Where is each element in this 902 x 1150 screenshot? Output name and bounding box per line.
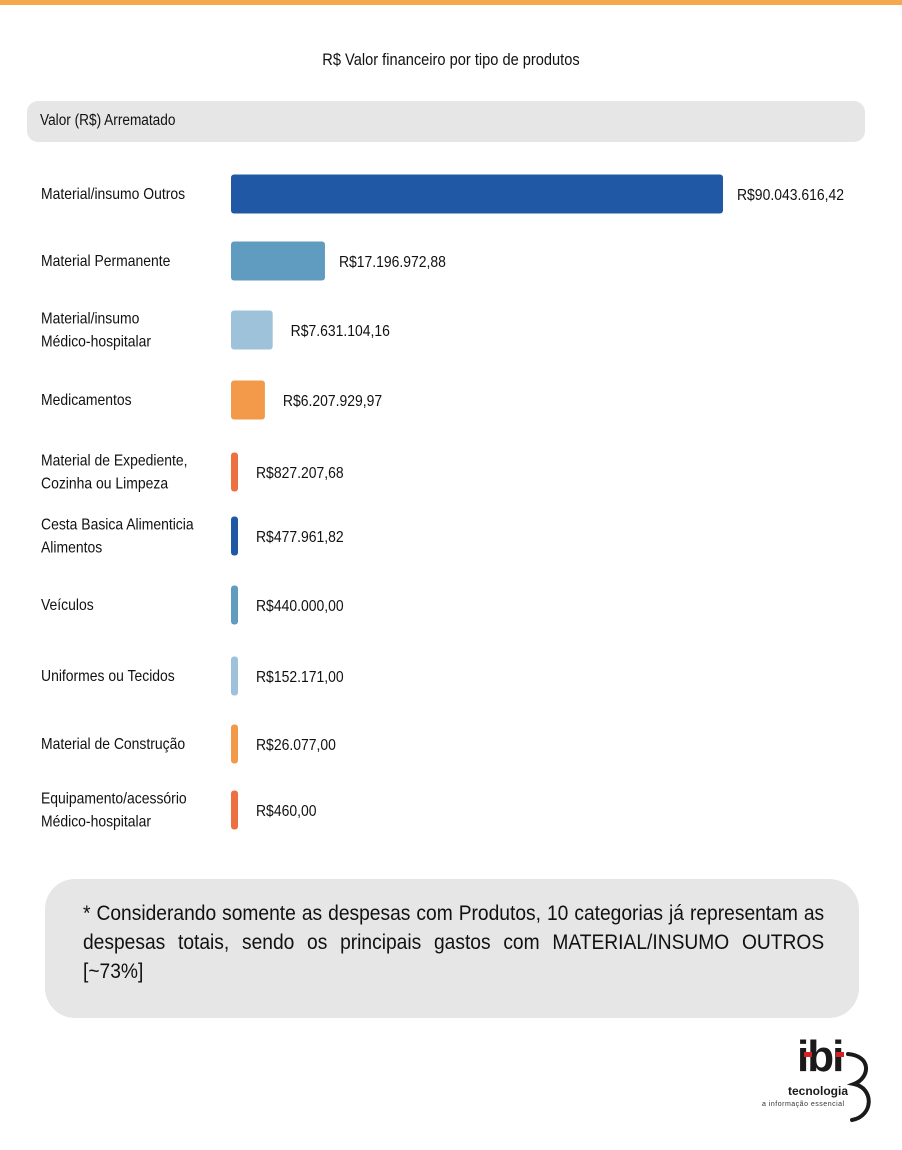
category-label: Material de Expediente, Cozinha ou Limpez… [41, 453, 187, 493]
bar [231, 174, 723, 214]
logo-wordmark: ibi [797, 1032, 844, 1081]
category-label-line: Material Permanente [41, 253, 170, 270]
category-label-line: Material de Expediente, [41, 453, 187, 470]
category-label: Veículos [41, 597, 94, 614]
category-label-line: Uniformes ou Tecidos [41, 668, 175, 685]
category-label-line: Medicamentos [41, 392, 132, 409]
bar-value-label: R$477.961,82 [256, 529, 344, 546]
category-label: Material/insumo Médico-hospitalar [41, 311, 151, 351]
category-label-line: Médico-hospitalar [41, 814, 151, 831]
top-accent-bar [0, 0, 902, 5]
bar [231, 310, 273, 350]
bar-value-label: R$827.207,68 [256, 465, 344, 482]
logo-swirl-icon [846, 1052, 871, 1122]
logo-tagline: tecnologia [788, 1084, 849, 1098]
category-label-line: Alimentos [41, 540, 102, 557]
category-label-line: Material/insumo Outros [41, 186, 185, 203]
legend-header: Valor (R$) Arrematado [27, 101, 865, 142]
bar-value-label: R$440.000,00 [256, 598, 344, 615]
category-label-line: Cozinha ou Limpeza [41, 476, 169, 493]
bar-value-label: R$6.207.929,97 [283, 393, 382, 410]
logo-subtitle: a informação essencial [762, 1101, 845, 1108]
category-label: Material de Construção [41, 736, 185, 753]
category-label: Medicamentos [41, 392, 132, 409]
bar [231, 241, 325, 281]
bar-value-label: R$460,00 [256, 803, 316, 820]
bar [231, 724, 238, 764]
legend-label: Valor (R$) Arrematado [40, 112, 176, 129]
bar-value-label: R$17.196.972,88 [339, 254, 446, 271]
category-label: Cesta Basica Alimenticia Alimentos [41, 517, 194, 557]
category-label: Equipamento/acessório Médico-hospitalar [41, 791, 187, 831]
bar [231, 516, 238, 556]
bar-value-label: R$26.077,00 [256, 737, 336, 754]
category-label-line: Veículos [41, 597, 94, 614]
category-label: Material/insumo Outros [41, 186, 185, 203]
bar [231, 452, 238, 492]
logo-dot-left [804, 1052, 812, 1057]
category-label-line: Equipamento/acessório [41, 791, 187, 808]
bar-value-label: R$152.171,00 [256, 669, 344, 686]
bar [231, 380, 265, 420]
bar [231, 790, 238, 830]
note-box: * Considerando somente as despesas com P… [45, 879, 859, 1018]
bar-value-label: R$90.043.616,42 [737, 187, 844, 204]
bar [231, 656, 238, 696]
bar [231, 585, 238, 625]
category-label: Uniformes ou Tecidos [41, 668, 175, 685]
category-label: Material Permanente [41, 253, 170, 270]
company-logo: ibi tecnologia a informação essencial [760, 1032, 880, 1124]
chart-title: R$ Valor financeiro por tipo de produtos [322, 50, 580, 69]
logo-dot-right [836, 1052, 844, 1057]
category-label-line: Médico-hospitalar [41, 334, 151, 351]
category-label-line: Cesta Basica Alimenticia [41, 517, 194, 534]
bar-value-label: R$7.631.104,16 [291, 323, 390, 340]
category-label-line: Material de Construção [41, 736, 185, 753]
note-text: * Considerando somente as despesas com P… [83, 902, 825, 983]
category-label-line: Material/insumo [41, 311, 139, 328]
